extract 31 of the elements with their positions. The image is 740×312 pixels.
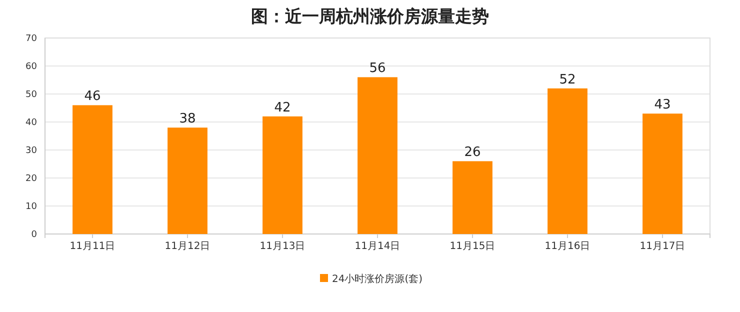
x-tick-label: 11月17日	[640, 241, 686, 252]
data-label: 56	[369, 61, 386, 76]
bar	[642, 114, 682, 234]
bar	[262, 116, 302, 234]
bar	[452, 161, 492, 234]
bar	[168, 128, 208, 234]
y-tick-label: 10	[26, 202, 38, 212]
x-tick-label: 11月16日	[544, 241, 590, 252]
data-label: 38	[179, 112, 196, 127]
y-tick-label: 60	[26, 62, 38, 72]
chart-title: 图：近一周杭州涨价房源量走势	[251, 7, 489, 27]
y-tick-label: 20	[26, 174, 38, 184]
bar	[358, 77, 398, 234]
legend-label: 24小时涨价房源(套)	[332, 273, 423, 285]
data-label: 52	[559, 72, 576, 88]
y-tick-label: 0	[31, 230, 38, 240]
data-label: 43	[654, 98, 671, 113]
data-label: 46	[84, 89, 101, 104]
y-tick-label: 40	[26, 118, 38, 128]
data-label: 26	[464, 145, 481, 160]
data-label: 42	[274, 100, 291, 116]
x-tick-label: 11月11日	[70, 241, 116, 252]
y-tick-label: 50	[26, 90, 38, 100]
bar	[72, 105, 112, 234]
x-tick-label: 11月14日	[354, 241, 400, 252]
bar	[548, 88, 588, 234]
x-tick-label: 11月13日	[260, 241, 306, 252]
y-tick-label: 30	[26, 146, 38, 156]
x-tick-label: 11月15日	[450, 241, 496, 252]
x-tick-label: 11月12日	[164, 241, 210, 252]
y-tick-label: 70	[26, 34, 38, 44]
